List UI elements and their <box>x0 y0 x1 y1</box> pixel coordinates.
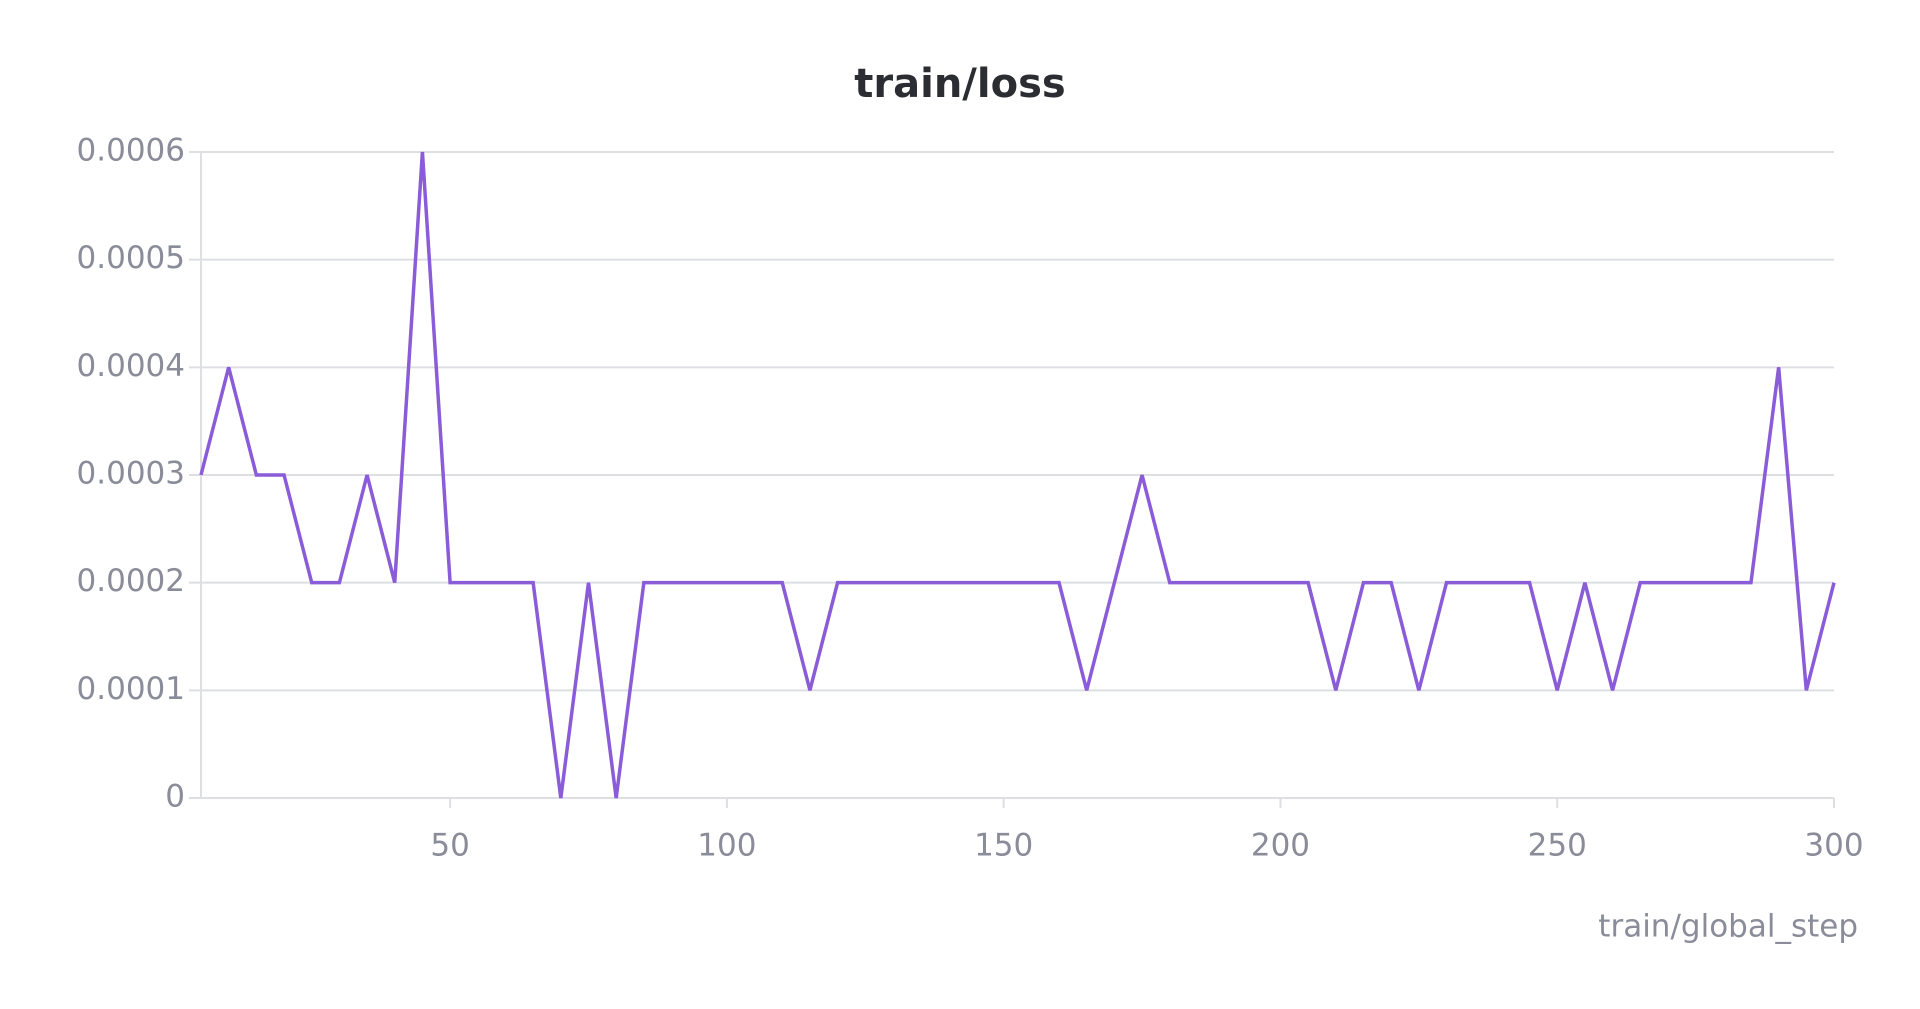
x-tick-label: 100 <box>697 828 756 864</box>
y-tick-label: 0.0004 <box>77 348 185 384</box>
y-tick-label: 0.0002 <box>77 563 185 599</box>
x-tick-label: 300 <box>1804 828 1863 864</box>
y-tick-label: 0.0005 <box>77 240 185 276</box>
data-line <box>199 151 1836 799</box>
y-tick-label: 0.0003 <box>77 456 185 492</box>
x-tick-label: 200 <box>1251 828 1310 864</box>
y-tick-label: 0.0006 <box>77 133 185 169</box>
chart-title: train/loss <box>854 61 1065 107</box>
x-axis-label: train/global_step <box>1598 909 1858 945</box>
y-tick-label: 0 <box>165 779 185 815</box>
x-tick-label: 250 <box>1528 828 1587 864</box>
y-tick-label: 0.0001 <box>77 671 185 707</box>
x-tick-label: 50 <box>430 828 469 864</box>
x-tick-label: 150 <box>974 828 1033 864</box>
